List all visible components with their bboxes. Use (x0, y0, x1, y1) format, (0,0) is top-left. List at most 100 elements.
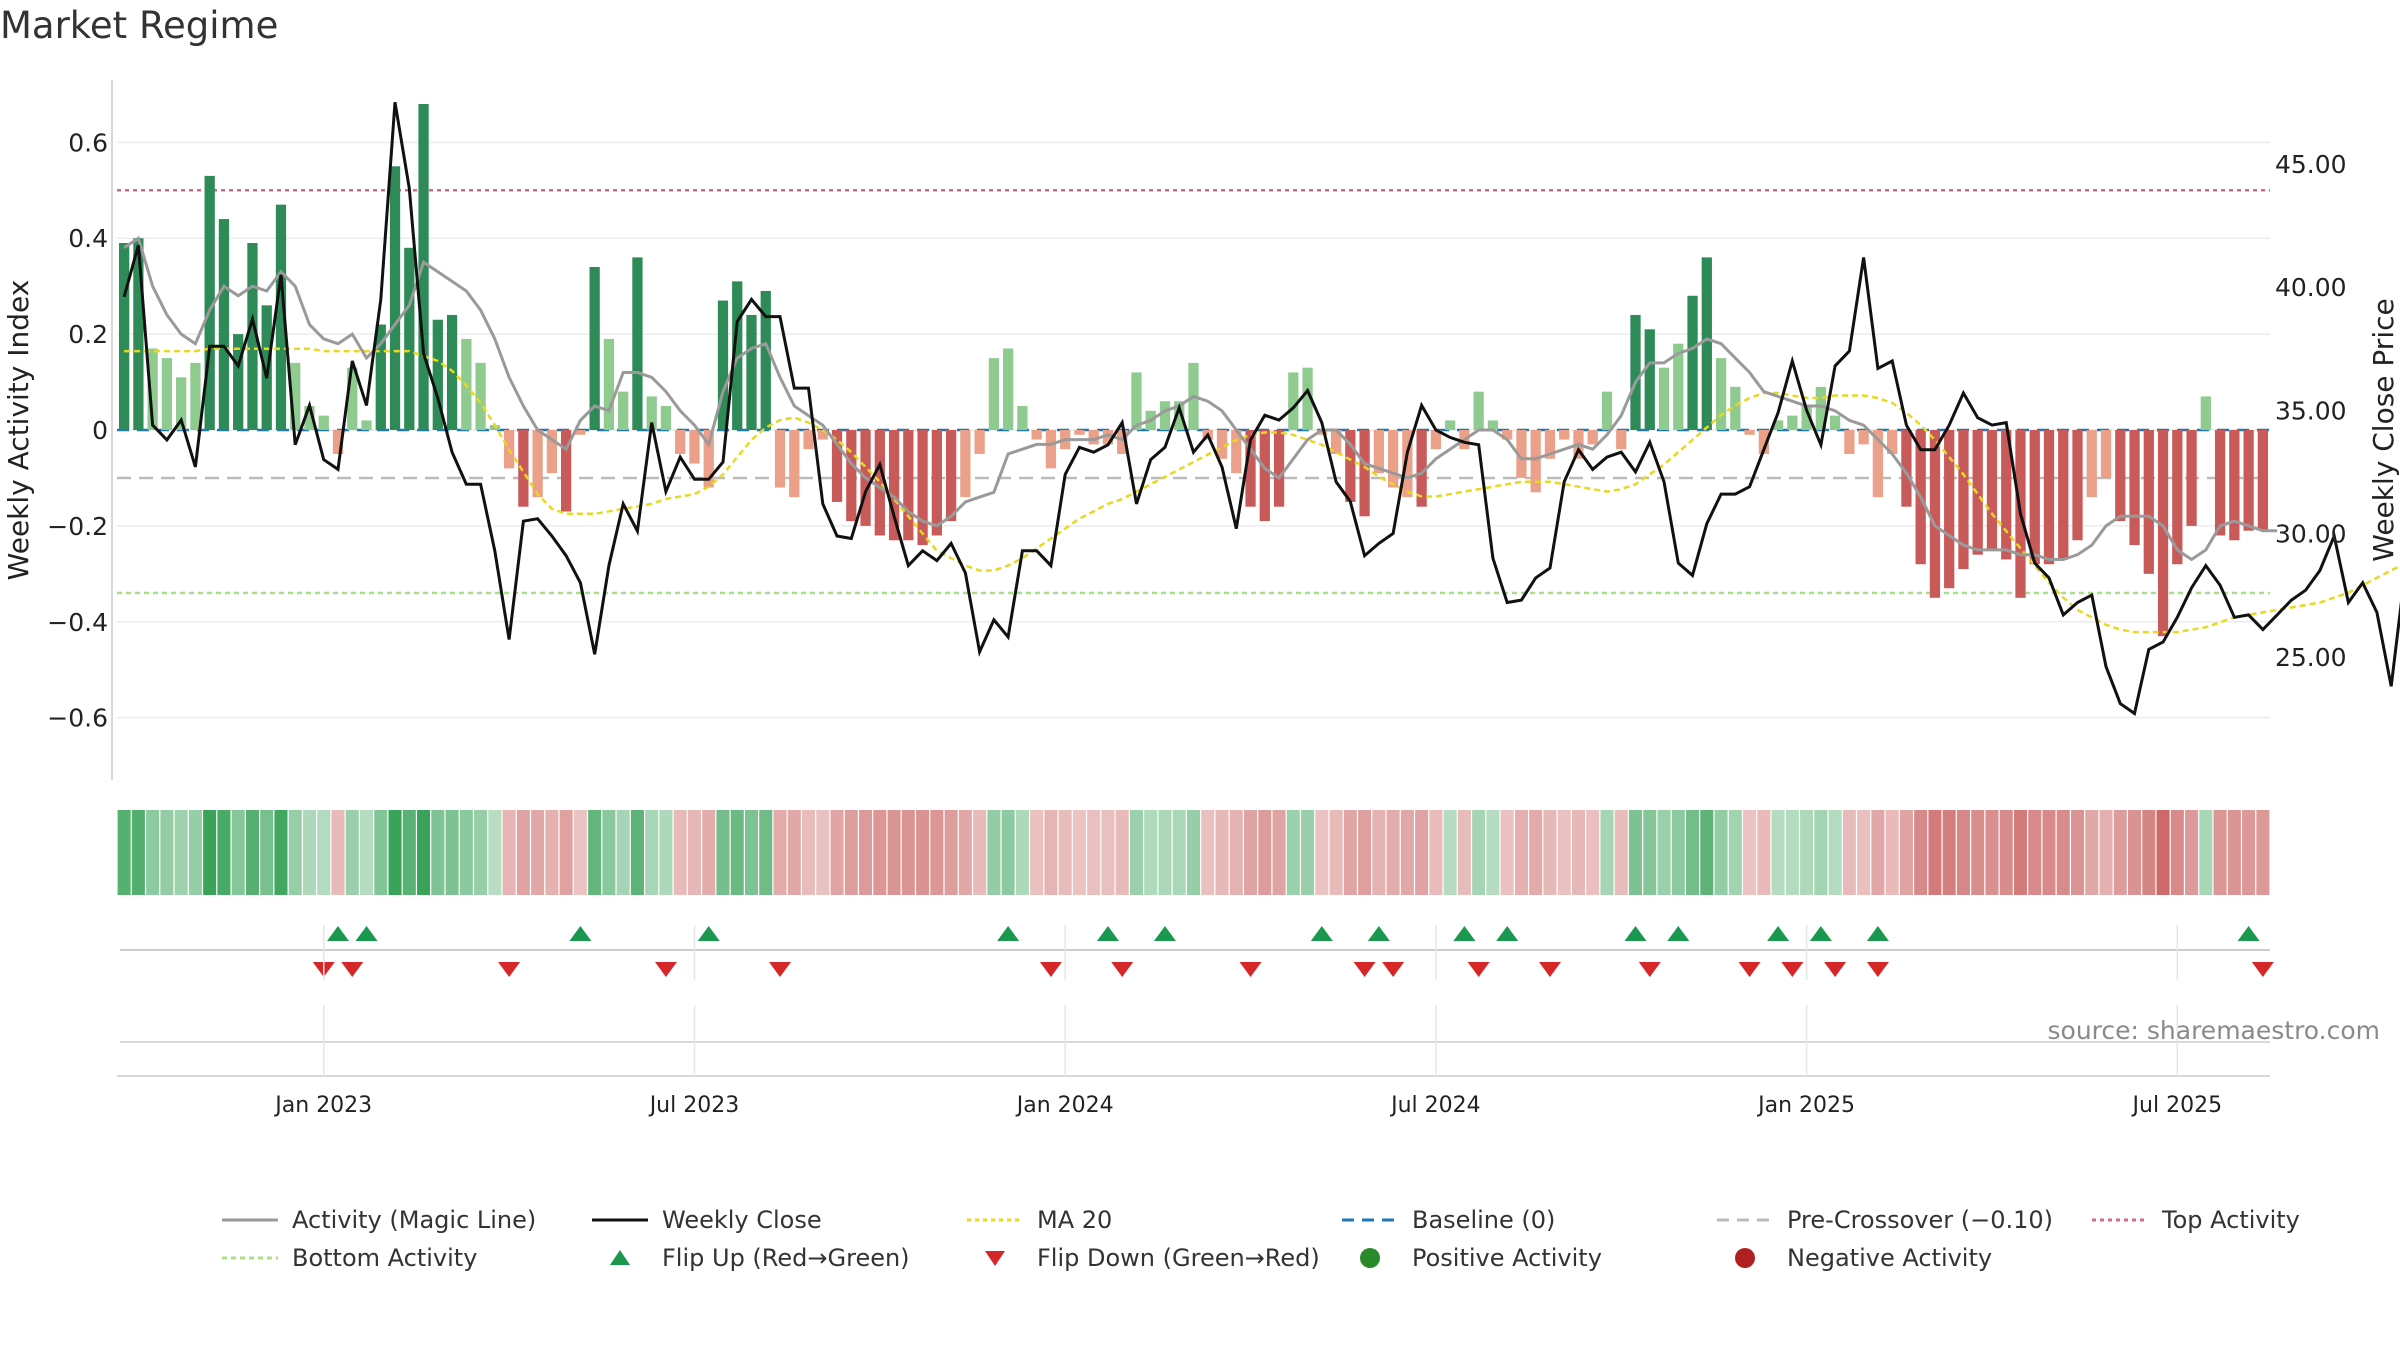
activity-bar (589, 266, 600, 430)
activity-bar (2143, 430, 2154, 574)
activity-bar (1031, 430, 1042, 440)
legend-swatch (222, 1218, 278, 1222)
x-tick-label: Jul 2024 (1389, 1093, 1481, 1118)
regime-cell (1842, 810, 1856, 895)
flip-down-marker (341, 962, 364, 977)
regime-cell (160, 810, 174, 895)
regime-cell (1044, 810, 1058, 895)
legend-dot-swatch (1360, 1248, 1380, 1268)
activity-bar (2043, 430, 2055, 565)
regime-cell (1386, 810, 1400, 895)
activity-bar (304, 406, 315, 430)
legend-swatch (2092, 1218, 2148, 1222)
regime-cell (1628, 810, 1643, 895)
regime-cell (117, 810, 131, 895)
regime-cell (188, 810, 202, 895)
regime-cell (217, 810, 231, 895)
chart-title: Market Regime (0, 4, 279, 47)
activity-bar (247, 243, 258, 430)
regime-cell (1301, 810, 1315, 895)
regime-cell (1899, 810, 1913, 895)
regime-cell (431, 810, 445, 895)
flip-up-marker (1866, 926, 1889, 941)
regime-cell (2070, 810, 2085, 895)
activity-bar (2058, 430, 2069, 560)
regime-cell (1600, 810, 1614, 895)
activity-bar (603, 338, 615, 430)
activity-bar (2229, 430, 2240, 541)
activity-bar (475, 362, 486, 430)
regime-cell (1985, 810, 1999, 895)
regime-cell (916, 810, 930, 895)
activity-bar (1944, 430, 1955, 589)
regime-cell (1244, 810, 1258, 895)
left-tick-label: 0 (92, 416, 108, 445)
regime-cell (730, 810, 744, 895)
regime-cell (687, 810, 701, 895)
regime-cell (302, 810, 317, 895)
flip-down-marker (1866, 962, 1889, 977)
regime-cell (645, 810, 659, 895)
activity-bar (2086, 430, 2097, 498)
regime-cell (873, 810, 887, 895)
activity-bar (945, 430, 957, 522)
activity-bar (1829, 415, 1841, 430)
flip-up-marker (355, 926, 378, 941)
regime-cell (1557, 810, 1571, 895)
activity-bar (147, 348, 158, 430)
activity-bar (2115, 430, 2126, 522)
regime-cell (317, 810, 331, 895)
regime-cell (702, 810, 716, 895)
activity-bar (1174, 401, 1185, 430)
activity-bar (532, 430, 543, 498)
regime-cell (474, 810, 488, 895)
regime-cell (1500, 810, 1514, 895)
regime-cell (944, 810, 958, 895)
regime-cell (2085, 810, 2099, 895)
activity-bar (888, 430, 900, 541)
legend-label: Baseline (0) (1412, 1206, 1556, 1234)
regime-cell (1956, 810, 1970, 895)
regime-cell (2142, 810, 2156, 895)
regime-cell (759, 810, 773, 895)
activity-bar (1402, 430, 1413, 498)
activity-bar (1901, 430, 1912, 507)
activity-bar (1131, 372, 1142, 430)
activity-bar (2100, 430, 2112, 478)
regime-cell (2028, 810, 2042, 895)
activity-bar (2029, 430, 2040, 565)
flip-down-marker (1781, 962, 1804, 977)
regime-cell (588, 810, 602, 895)
regime-cell (1999, 810, 2013, 895)
regime-cell (531, 810, 545, 895)
flip-up-marker (997, 926, 1020, 941)
regime-cell (1643, 810, 1657, 895)
activity-bar (660, 406, 672, 430)
right-tick-label: 35.00 (2275, 396, 2347, 425)
activity-bar (1801, 406, 1812, 430)
activity-bar (218, 219, 230, 430)
regime-cell (345, 810, 359, 895)
regime-cell (1714, 810, 1728, 895)
activity-bar (803, 430, 814, 450)
activity-bar (874, 430, 885, 536)
regime-cell (559, 810, 573, 895)
activity-bar (1445, 420, 1456, 430)
regime-cell (1343, 810, 1357, 895)
regime-cell (1001, 810, 1015, 895)
left-tick-label: 0.4 (68, 224, 108, 253)
regime-cell (1400, 810, 1414, 895)
activity-bar (1673, 343, 1684, 430)
regime-cell (2042, 810, 2056, 895)
regime-cell (402, 810, 416, 895)
regime-cell (1785, 810, 1799, 895)
regime-cell (1686, 810, 1700, 895)
x-tick-label: Jan 2024 (1015, 1093, 1114, 1118)
regime-cell (245, 810, 259, 895)
activity-bar (2243, 430, 2254, 531)
regime-cell (1030, 810, 1044, 895)
regime-cell (288, 810, 302, 895)
activity-bar (931, 430, 942, 536)
activity-bar (118, 243, 130, 430)
activity-bar (1744, 430, 1755, 435)
